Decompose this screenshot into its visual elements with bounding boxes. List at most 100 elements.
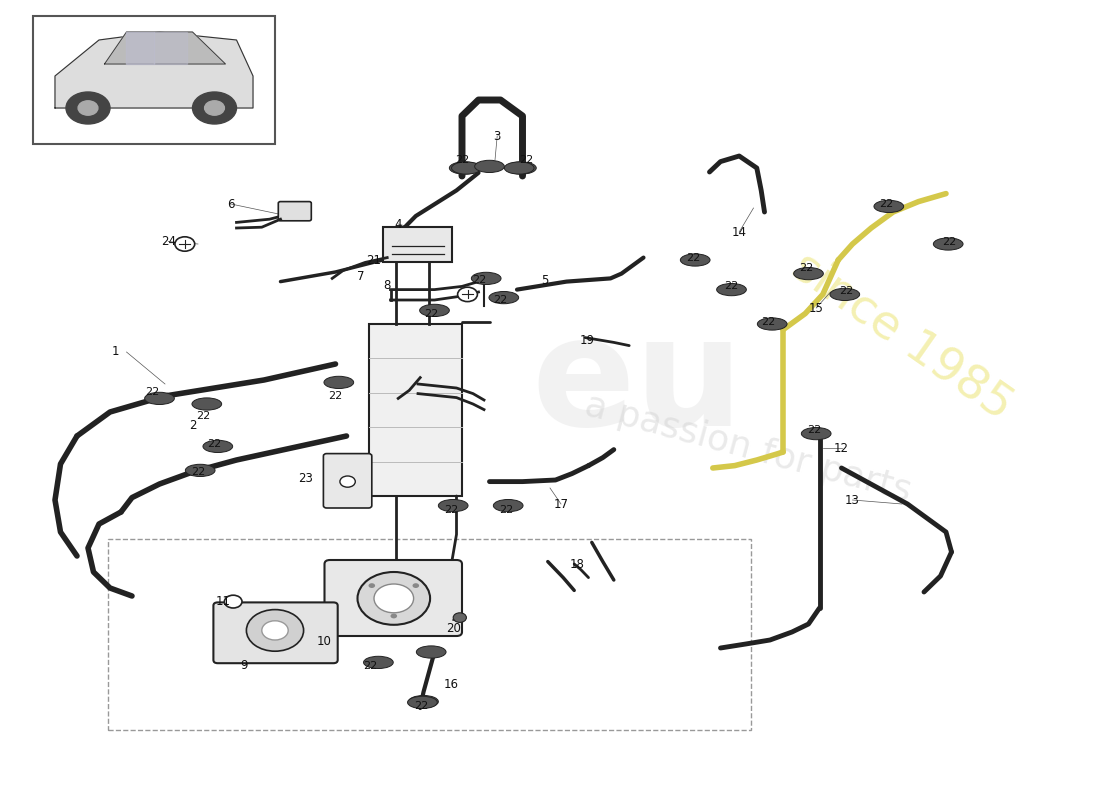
Text: 22: 22 xyxy=(761,317,774,326)
Ellipse shape xyxy=(933,238,964,250)
Circle shape xyxy=(390,614,397,618)
Circle shape xyxy=(262,621,288,640)
Text: 22: 22 xyxy=(197,411,210,421)
Ellipse shape xyxy=(145,392,175,405)
Text: 22: 22 xyxy=(499,506,513,515)
Ellipse shape xyxy=(323,376,354,389)
Ellipse shape xyxy=(506,162,537,174)
Circle shape xyxy=(340,476,355,487)
Text: 22: 22 xyxy=(145,387,158,397)
Ellipse shape xyxy=(801,427,832,440)
Text: 14: 14 xyxy=(732,226,747,238)
Text: 12: 12 xyxy=(834,442,849,454)
Circle shape xyxy=(66,92,110,124)
Text: 22: 22 xyxy=(444,506,458,515)
Text: 22: 22 xyxy=(208,439,221,449)
Text: 22: 22 xyxy=(807,426,821,435)
FancyBboxPatch shape xyxy=(383,227,452,262)
Text: 22: 22 xyxy=(329,391,342,401)
Text: 6: 6 xyxy=(228,198,234,210)
Ellipse shape xyxy=(420,304,450,317)
Ellipse shape xyxy=(192,398,222,410)
Circle shape xyxy=(205,101,224,115)
Text: 17: 17 xyxy=(553,498,569,510)
Text: 22: 22 xyxy=(519,155,532,165)
Text: 22: 22 xyxy=(943,237,956,246)
Circle shape xyxy=(374,584,414,613)
Text: 2: 2 xyxy=(189,419,196,432)
Text: 22: 22 xyxy=(473,275,486,285)
Ellipse shape xyxy=(449,162,480,174)
Polygon shape xyxy=(104,32,226,64)
Ellipse shape xyxy=(717,283,746,296)
Text: 23: 23 xyxy=(298,472,314,485)
Ellipse shape xyxy=(407,696,438,709)
Text: 22: 22 xyxy=(415,701,428,710)
FancyBboxPatch shape xyxy=(213,602,338,663)
Ellipse shape xyxy=(475,160,504,173)
FancyBboxPatch shape xyxy=(33,16,275,144)
Text: 16: 16 xyxy=(443,678,459,690)
Circle shape xyxy=(224,595,242,608)
Ellipse shape xyxy=(416,646,447,658)
Circle shape xyxy=(458,287,477,302)
Polygon shape xyxy=(55,32,253,108)
Text: 21: 21 xyxy=(366,254,382,266)
Text: 19: 19 xyxy=(580,334,595,346)
Text: 22: 22 xyxy=(455,155,469,165)
Ellipse shape xyxy=(504,162,534,174)
FancyBboxPatch shape xyxy=(368,324,462,496)
Ellipse shape xyxy=(488,291,519,304)
Circle shape xyxy=(358,572,430,625)
Ellipse shape xyxy=(680,254,711,266)
Text: 1: 1 xyxy=(112,346,119,358)
Polygon shape xyxy=(126,32,154,64)
Text: 22: 22 xyxy=(425,309,438,318)
Text: 8: 8 xyxy=(384,279,390,292)
Ellipse shape xyxy=(493,499,524,512)
Text: 20: 20 xyxy=(446,622,461,634)
Ellipse shape xyxy=(471,272,502,285)
Text: 4: 4 xyxy=(395,218,402,230)
Ellipse shape xyxy=(363,656,394,669)
Text: 18: 18 xyxy=(570,558,585,570)
Circle shape xyxy=(412,583,419,588)
Ellipse shape xyxy=(794,267,823,280)
Circle shape xyxy=(192,92,236,124)
Ellipse shape xyxy=(409,695,438,708)
Ellipse shape xyxy=(438,499,469,512)
Text: 22: 22 xyxy=(364,661,377,670)
Ellipse shape xyxy=(204,440,233,453)
Text: 7: 7 xyxy=(358,270,364,282)
Ellipse shape xyxy=(451,162,482,174)
Text: since 1985: since 1985 xyxy=(783,243,1021,429)
Text: a passion for parts: a passion for parts xyxy=(581,388,915,508)
Ellipse shape xyxy=(185,464,214,477)
Text: 22: 22 xyxy=(725,281,738,290)
Text: 13: 13 xyxy=(845,494,860,506)
Ellipse shape xyxy=(874,200,904,213)
Text: 11: 11 xyxy=(216,595,231,608)
Text: 22: 22 xyxy=(880,199,893,209)
Ellipse shape xyxy=(757,318,786,330)
Circle shape xyxy=(246,610,304,651)
Text: 3: 3 xyxy=(494,130,501,142)
Text: 15: 15 xyxy=(808,302,824,314)
Text: 10: 10 xyxy=(317,635,332,648)
FancyBboxPatch shape xyxy=(323,454,372,508)
Ellipse shape xyxy=(830,288,860,301)
Circle shape xyxy=(78,101,98,115)
Circle shape xyxy=(175,237,195,251)
Text: 9: 9 xyxy=(241,659,248,672)
Polygon shape xyxy=(154,32,187,64)
Circle shape xyxy=(368,583,375,588)
Text: 22: 22 xyxy=(191,467,205,477)
Text: 22: 22 xyxy=(839,286,853,296)
Text: 22: 22 xyxy=(494,295,507,305)
FancyBboxPatch shape xyxy=(278,202,311,221)
Text: 24: 24 xyxy=(161,235,176,248)
Text: 5: 5 xyxy=(541,274,548,286)
Text: eu: eu xyxy=(531,310,745,458)
FancyBboxPatch shape xyxy=(324,560,462,636)
Text: 22: 22 xyxy=(800,263,813,273)
